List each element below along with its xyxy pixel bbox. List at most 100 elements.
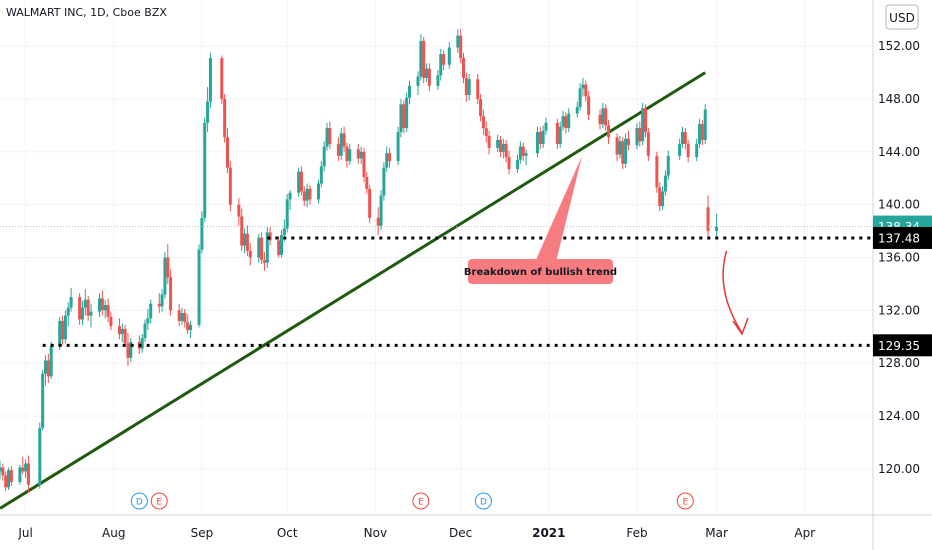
candle-body xyxy=(638,128,642,142)
candle xyxy=(436,69,440,90)
candle xyxy=(63,310,67,344)
candle-body xyxy=(61,320,65,340)
candle xyxy=(49,342,53,379)
candle-body xyxy=(163,257,167,295)
candle-body xyxy=(336,143,340,156)
candle xyxy=(496,134,500,152)
chart-grid xyxy=(0,0,873,515)
candle-body xyxy=(243,233,247,246)
candle-body xyxy=(516,159,520,170)
candle-body xyxy=(695,143,699,158)
candle-body xyxy=(706,207,710,232)
candle-body xyxy=(663,175,667,192)
candle xyxy=(678,138,682,160)
candle xyxy=(575,101,579,118)
candle-body xyxy=(0,467,2,472)
candle-body xyxy=(436,75,440,86)
x-tick-label: Dec xyxy=(449,526,472,540)
candle xyxy=(362,147,366,183)
x-tick-label: Mar xyxy=(705,526,728,540)
candle-body xyxy=(129,342,133,358)
price-axis[interactable]: 120.00 124.00 128.00 132.00 136.00 140.00 144.… xyxy=(878,39,920,476)
candle-body xyxy=(379,195,383,226)
candle-body xyxy=(206,101,210,123)
candle-body xyxy=(507,157,511,170)
candle-body xyxy=(447,47,451,65)
candle xyxy=(439,48,443,81)
event-marker-circle xyxy=(676,492,694,510)
candle xyxy=(379,190,383,230)
bullish-trendline xyxy=(0,71,707,510)
candle xyxy=(140,334,144,353)
candle xyxy=(666,150,670,180)
candle xyxy=(186,314,190,335)
event-marker-circle xyxy=(150,492,168,510)
candle xyxy=(518,141,522,164)
candle xyxy=(487,130,491,155)
y-tick-label: 144.00 xyxy=(878,145,920,159)
candle-body xyxy=(646,132,650,156)
candle xyxy=(601,103,605,129)
candle xyxy=(18,464,22,485)
event-marker-earnings: E xyxy=(412,492,430,510)
currency-button[interactable]: USD xyxy=(885,4,919,30)
candle-body xyxy=(587,96,591,115)
candle xyxy=(220,55,224,105)
candle xyxy=(129,338,133,362)
candle-body xyxy=(524,153,528,156)
candle-body xyxy=(305,188,309,201)
candle-body xyxy=(407,85,411,98)
candle-body xyxy=(103,305,107,311)
candle xyxy=(302,186,306,206)
y-tick-label: 132.00 xyxy=(878,303,920,317)
candle xyxy=(305,183,309,208)
candle xyxy=(89,303,93,328)
candle-body xyxy=(297,171,301,193)
candle-body xyxy=(237,204,241,217)
candle-body xyxy=(265,232,269,263)
projection-arrowhead xyxy=(732,317,749,336)
event-marker-label: E xyxy=(156,498,162,508)
candle-body xyxy=(225,137,229,168)
candle xyxy=(516,154,520,173)
candle xyxy=(146,309,150,331)
candle xyxy=(578,83,582,111)
candle-body xyxy=(644,108,648,133)
candle-body xyxy=(98,298,102,312)
candle-body xyxy=(459,35,463,59)
event-marker-earnings: E xyxy=(676,492,694,510)
candle xyxy=(223,93,227,143)
candle-body xyxy=(439,54,443,76)
candle xyxy=(700,120,704,146)
candle-body xyxy=(416,76,420,86)
candle-body xyxy=(541,130,545,144)
candle xyxy=(240,208,244,251)
candle-body xyxy=(618,141,622,155)
candle-body xyxy=(288,192,292,200)
candle xyxy=(228,161,232,212)
x-tick-label: Feb xyxy=(626,526,647,540)
candlestick-series xyxy=(0,29,719,493)
candle xyxy=(7,467,11,490)
candle xyxy=(46,353,50,383)
candle-body xyxy=(698,124,702,144)
x-tick-label: 2021 xyxy=(532,526,565,540)
candle xyxy=(9,466,13,486)
candle xyxy=(661,186,665,210)
candle xyxy=(339,128,343,160)
candle-body xyxy=(635,128,639,146)
candle-body xyxy=(78,297,82,320)
candle xyxy=(419,34,423,81)
candle-body xyxy=(180,312,184,321)
candle xyxy=(208,52,212,109)
time-axis[interactable]: Jul Aug Sep Oct Nov Dec 2021 Feb Mar Apr xyxy=(17,526,815,540)
candle xyxy=(498,136,502,158)
candle-body xyxy=(322,146,326,167)
candle xyxy=(481,109,485,135)
candle xyxy=(66,302,70,327)
candle-body xyxy=(456,35,460,48)
candle xyxy=(584,80,588,102)
candle xyxy=(265,227,269,269)
